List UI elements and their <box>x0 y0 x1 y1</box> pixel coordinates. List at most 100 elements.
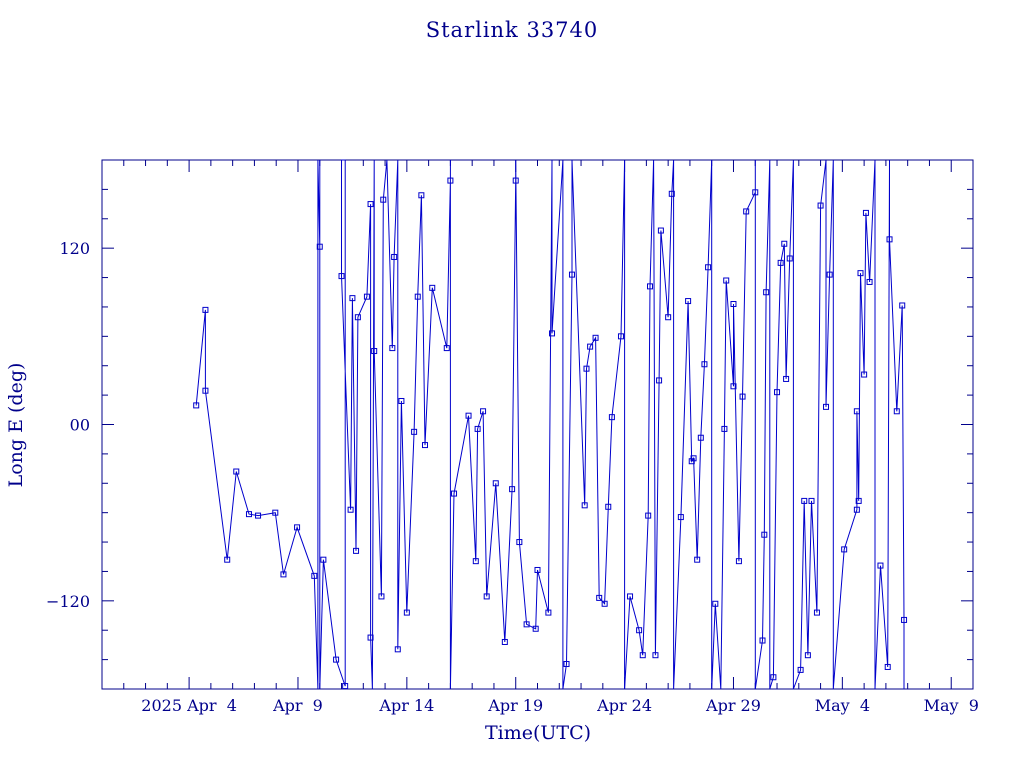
data-point <box>338 273 345 280</box>
data-point <box>862 209 869 216</box>
data-point <box>389 345 396 352</box>
data-point <box>886 236 893 243</box>
x-tick-label: Apr 14 <box>378 696 434 715</box>
data-point <box>652 652 659 659</box>
data-point <box>545 609 552 616</box>
x-tick-label: Apr 24 <box>596 696 652 715</box>
data-point <box>605 503 612 510</box>
data-point <box>786 255 793 262</box>
data-point <box>280 571 287 578</box>
data-point <box>523 621 530 628</box>
data-point <box>583 365 590 372</box>
data-point <box>347 506 354 513</box>
data-point <box>224 556 231 563</box>
data-point <box>568 271 575 278</box>
data-point <box>316 243 323 250</box>
data-point <box>761 531 768 538</box>
data-point <box>721 425 728 432</box>
data-point <box>657 227 664 234</box>
data-point <box>826 271 833 278</box>
data-point <box>730 383 737 390</box>
data-point <box>380 196 387 203</box>
data-point <box>730 301 737 308</box>
data-point <box>233 468 240 475</box>
data-point <box>668 190 675 197</box>
data-point <box>333 656 340 663</box>
data-point <box>857 270 864 277</box>
data-point <box>592 334 599 341</box>
data-point <box>701 361 708 368</box>
data-point <box>743 208 750 215</box>
data-point <box>443 345 450 352</box>
data-point <box>777 259 784 266</box>
data-point <box>817 202 824 209</box>
x-tick-label: May 9 <box>924 696 979 715</box>
data-point <box>429 284 436 291</box>
data-point <box>391 253 398 260</box>
data-point <box>853 506 860 513</box>
data-point <box>193 402 200 409</box>
data-point <box>723 277 730 284</box>
data-point <box>587 343 594 350</box>
data-point <box>899 302 906 309</box>
x-tick-label: Apr 9 <box>272 696 323 715</box>
data-point <box>783 375 790 382</box>
x-tick-label: 2025 Apr 4 <box>141 696 237 715</box>
x-axis-tick-labels: 2025 Apr 4 Apr 9 Apr 14 Apr 19 Apr 24 Apr 29 M… <box>141 696 979 715</box>
data-point <box>349 295 356 302</box>
data-point <box>752 189 759 196</box>
data-point <box>759 637 766 644</box>
data-point <box>797 666 804 673</box>
data-point <box>647 283 654 290</box>
data-point <box>645 512 652 519</box>
data-point <box>414 293 421 300</box>
data-point <box>804 652 811 659</box>
data-point <box>656 377 663 384</box>
data-point <box>447 177 454 184</box>
data-point <box>516 539 523 546</box>
data-point <box>354 314 361 321</box>
x-tick-label: May 4 <box>815 696 870 715</box>
data-point <box>202 387 209 394</box>
data-point <box>320 556 327 563</box>
data-point <box>255 512 262 519</box>
y-axis-label: Long E (deg) <box>5 363 27 488</box>
data-point <box>853 408 860 415</box>
data-point <box>617 333 624 340</box>
data-point <box>311 572 318 579</box>
data-point <box>694 556 701 563</box>
data-point <box>418 192 425 199</box>
data-point <box>367 634 374 641</box>
series-line <box>195 159 905 690</box>
data-point <box>823 403 830 410</box>
data-point <box>813 609 820 616</box>
data-point <box>601 600 608 607</box>
data-point <box>378 593 385 600</box>
data-point <box>480 408 487 415</box>
data-point <box>801 497 808 504</box>
data-point <box>245 511 252 518</box>
data-point <box>627 593 634 600</box>
data-point <box>294 524 301 531</box>
data-point <box>403 609 410 616</box>
chart-title: Starlink 33740 <box>426 18 599 42</box>
data-point <box>549 330 556 337</box>
data-point <box>763 289 770 296</box>
data-point <box>735 558 742 565</box>
data-point <box>861 371 868 378</box>
data-point <box>501 638 508 645</box>
x-tick-label: Apr 19 <box>487 696 543 715</box>
data-point <box>608 414 615 421</box>
data-point <box>884 663 891 670</box>
series-longitude <box>193 159 908 690</box>
y-tick-label: −120 <box>46 592 90 611</box>
data-point <box>877 562 884 569</box>
data-point <box>398 397 405 404</box>
data-point <box>509 486 516 493</box>
data-point <box>483 593 490 600</box>
y-tick-label: 120 <box>59 239 90 258</box>
data-point <box>677 514 684 521</box>
data-point <box>596 594 603 601</box>
data-point <box>353 547 360 554</box>
